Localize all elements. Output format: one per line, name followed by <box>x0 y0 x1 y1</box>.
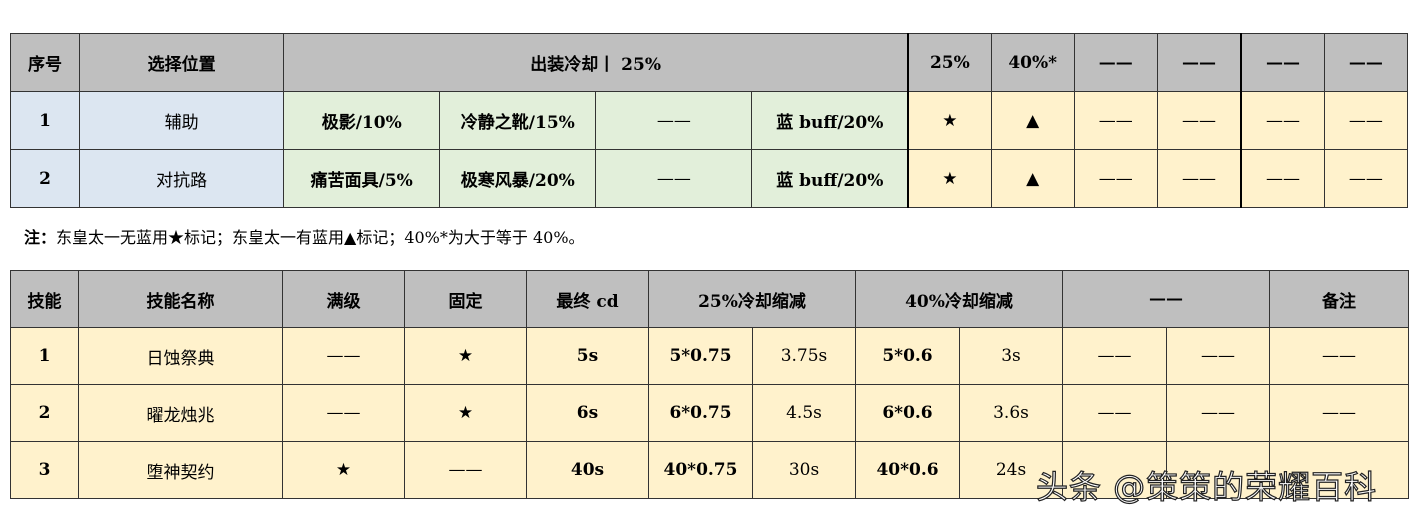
row-number: 1 <box>9 91 81 150</box>
final-cd-cell: 40s <box>526 441 649 499</box>
cooldown-build-table: 序号 选择位置 出装冷却丨 25% 25% 40%* —— —— —— —— 1… <box>9 33 1409 208</box>
header-cell: 技能 <box>10 270 79 328</box>
header-cell: 固定 <box>404 270 527 328</box>
formula-40-cell: 40*0.6 <box>855 441 960 499</box>
remark-cell <box>1269 441 1409 499</box>
value-40-cell: 3.6s <box>959 384 1063 442</box>
value-40-cell: 24s <box>959 441 1063 499</box>
position-cell: 辅助 <box>79 91 285 150</box>
header-cell: 出装冷却丨 25% <box>283 33 909 92</box>
formula-40-cell: 6*0.6 <box>855 384 960 442</box>
skill-name: 曜龙烛兆 <box>78 384 283 442</box>
table-row: 2 曜龙烛兆 —— ★ 6s 6*0.75 4.5s 6*0.6 3.6s ——… <box>10 384 1409 442</box>
table-row: 1 辅助 极影/10% 冷静之靴/15% —— 蓝 buff/20% ★ ▲ —… <box>9 91 1409 150</box>
table-header-row: 技能 技能名称 满级 固定 最终 cd 25%冷却缩减 40%冷却缩减 —— 备… <box>10 270 1409 328</box>
header-cell: 40%冷却缩减 <box>855 270 1063 328</box>
max-level-cell: —— <box>282 327 405 385</box>
header-cell: 25% <box>907 33 992 92</box>
value-25-cell: 30s <box>752 441 856 499</box>
empty-cell: —— <box>1073 149 1158 208</box>
empty-cell: —— <box>1062 384 1167 442</box>
note-label: 注： <box>24 228 57 247</box>
skill-number: 2 <box>10 384 79 442</box>
value-25-cell: 3.75s <box>752 327 856 385</box>
fixed-cell: ★ <box>404 384 527 442</box>
skill-name: 日蚀祭典 <box>78 327 283 385</box>
formula-40-cell: 5*0.6 <box>855 327 960 385</box>
item-cell: 蓝 buff/20% <box>751 91 909 150</box>
watermark: 头条 @策策的荣耀百科 <box>1035 467 1378 506</box>
star-mark: ★ <box>907 91 992 150</box>
skill-cooldown-table: 技能 技能名称 满级 固定 最终 cd 25%冷却缩减 40%冷却缩减 —— 备… <box>10 270 1409 499</box>
skill-name: 堕神契约 <box>78 441 283 499</box>
formula-25-cell: 40*0.75 <box>648 441 753 499</box>
header-cell: 最终 cd <box>526 270 649 328</box>
header-cell: —— <box>1240 33 1325 92</box>
empty-cell: —— <box>1156 91 1242 150</box>
skill-number: 1 <box>10 327 79 385</box>
empty-cell: —— <box>1240 149 1325 208</box>
note-text: 东皇太一无蓝用★标记；东皇太一有蓝用▲标记；40%*为大于等于 40%。 <box>56 228 585 247</box>
header-cell: 备注 <box>1269 270 1409 328</box>
empty-cell: —— <box>1323 149 1409 208</box>
empty-cell: —— <box>1166 384 1270 442</box>
empty-cell: —— <box>1062 327 1167 385</box>
position-cell: 对抗路 <box>79 149 285 208</box>
max-level-cell: —— <box>282 384 405 442</box>
item-cell: 蓝 buff/20% <box>751 149 909 208</box>
table-row: 1 日蚀祭典 —— ★ 5s 5*0.75 3.75s 5*0.6 3s —— … <box>10 327 1409 385</box>
header-cell: —— <box>1323 33 1409 92</box>
table-row: 3 堕神契约 ★ —— 40s 40*0.75 30s 40*0.6 24s <box>10 441 1409 499</box>
row-number: 2 <box>9 149 81 208</box>
empty-cell <box>1166 441 1270 499</box>
table-row: 2 对抗路 痛苦面具/5% 极寒风暴/20% —— 蓝 buff/20% ★ ▲… <box>9 149 1409 208</box>
empty-cell <box>1062 441 1167 499</box>
remark-cell: —— <box>1269 384 1409 442</box>
empty-cell: —— <box>1156 149 1242 208</box>
fixed-cell: ★ <box>404 327 527 385</box>
triangle-mark: ▲ <box>990 91 1075 150</box>
header-cell: 40%* <box>990 33 1075 92</box>
header-cell: 满级 <box>282 270 405 328</box>
header-cell: —— <box>1062 270 1270 328</box>
header-cell: —— <box>1156 33 1242 92</box>
header-cell: 技能名称 <box>78 270 283 328</box>
header-cell: 25%冷却缩减 <box>648 270 856 328</box>
header-cell: —— <box>1073 33 1158 92</box>
header-cell: 选择位置 <box>79 33 285 92</box>
value-25-cell: 4.5s <box>752 384 856 442</box>
empty-cell: —— <box>1166 327 1270 385</box>
fixed-cell: —— <box>404 441 527 499</box>
table-note: 注：东皇太一无蓝用★标记；东皇太一有蓝用▲标记；40%*为大于等于 40%。 <box>24 224 585 248</box>
empty-cell: —— <box>1323 91 1409 150</box>
item-cell: 痛苦面具/5% <box>283 149 441 208</box>
item-cell: 极寒风暴/20% <box>439 149 597 208</box>
triangle-mark: ▲ <box>990 149 1075 208</box>
header-cell: 序号 <box>9 33 81 92</box>
star-mark: ★ <box>907 149 992 208</box>
table-header-row: 序号 选择位置 出装冷却丨 25% 25% 40%* —— —— —— —— <box>9 33 1409 92</box>
item-cell: 极影/10% <box>283 91 441 150</box>
item-cell: —— <box>595 91 753 150</box>
item-cell: 冷静之靴/15% <box>439 91 597 150</box>
formula-25-cell: 5*0.75 <box>648 327 753 385</box>
formula-25-cell: 6*0.75 <box>648 384 753 442</box>
empty-cell: —— <box>1073 91 1158 150</box>
item-cell: —— <box>595 149 753 208</box>
max-level-cell: ★ <box>282 441 405 499</box>
empty-cell: —— <box>1240 91 1325 150</box>
final-cd-cell: 6s <box>526 384 649 442</box>
value-40-cell: 3s <box>959 327 1063 385</box>
skill-number: 3 <box>10 441 79 499</box>
final-cd-cell: 5s <box>526 327 649 385</box>
remark-cell: —— <box>1269 327 1409 385</box>
